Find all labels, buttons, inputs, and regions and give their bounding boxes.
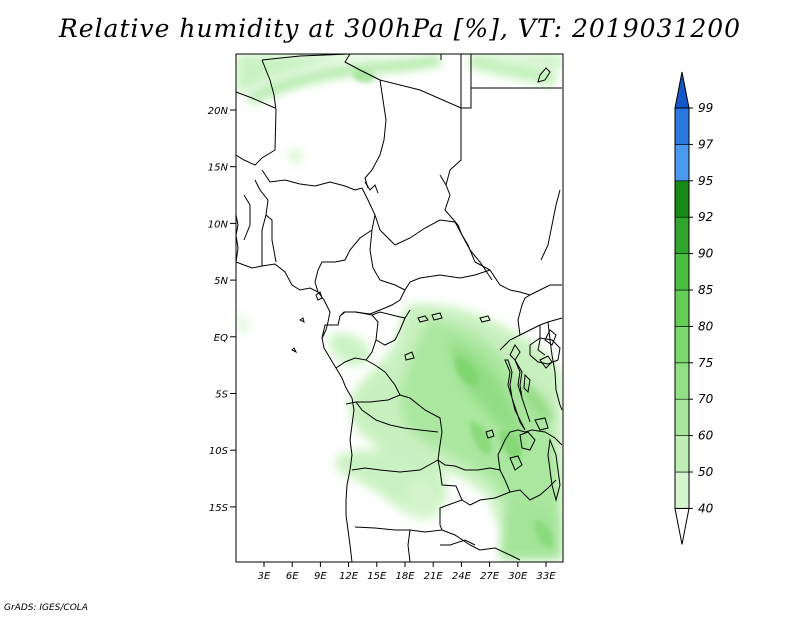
- lat-tick-label: 20N: [208, 106, 229, 117]
- colorbar-label: 92: [698, 210, 713, 224]
- lat-tick-label: 5S: [215, 390, 228, 401]
- lon-tick-label: 24E: [452, 571, 472, 582]
- colorbar-over-arrow: [674, 71, 690, 109]
- colorbar: 40 50 60 70 75 80 85 90 92 95 97 99: [674, 71, 714, 545]
- colorbar-swatch: [674, 471, 690, 509]
- humidity-shading: [236, 54, 562, 560]
- lon-tick-label: 18E: [395, 571, 415, 582]
- longitude-axis: 3E 6E 9E 12E 15E 18E 21E 24E 27E 30E 33E: [258, 562, 556, 582]
- lon-tick-label: 15E: [367, 571, 387, 582]
- country-borders: [236, 54, 563, 562]
- chart-title: Relative humidity at 300hPa [%], VT: 201…: [58, 14, 742, 43]
- lake-victoria: [529, 337, 561, 365]
- lon-tick-label: 12E: [339, 571, 359, 582]
- colorbar-label: 97: [698, 137, 714, 151]
- colorbar-swatch: [674, 398, 690, 436]
- map-frame: [235, 53, 564, 563]
- colorbar-outline: [674, 107, 690, 509]
- colorbar-swatch: [674, 144, 690, 182]
- colorbar-label: 80: [698, 319, 714, 333]
- colorbar-label: 95: [698, 174, 713, 188]
- colorbar-swatch: [674, 326, 690, 364]
- lon-tick-label: 3E: [258, 571, 271, 582]
- lon-tick-label: 27E: [480, 571, 500, 582]
- humidity-area-north-inner: [247, 55, 441, 105]
- colorbar-label: 70: [698, 392, 714, 406]
- lake-tanganyika: [504, 359, 526, 431]
- lake-malawi: [547, 438, 561, 502]
- lat-tick-label: 5N: [214, 276, 228, 287]
- colorbar-under-arrow: [674, 507, 690, 545]
- colorbar-label: 85: [698, 283, 713, 297]
- colorbar-swatch: [674, 362, 690, 400]
- colorbar-swatch: [674, 180, 690, 218]
- lon-tick-label: 21E: [424, 571, 444, 582]
- latitude-axis: 20N 15N 10N 5N EQ 5S 10S 15S: [208, 106, 236, 514]
- colorbar-swatch: [674, 253, 690, 291]
- lat-tick-label: 15S: [209, 503, 229, 514]
- colorbar-label: 60: [698, 429, 714, 443]
- lat-tick-label: 10S: [209, 446, 229, 457]
- colorbar-swatch: [674, 107, 690, 145]
- lon-tick-label: 33E: [536, 571, 556, 582]
- humidity-area-north: [236, 54, 562, 96]
- colorbar-swatch: [674, 435, 690, 473]
- colorbar-label: 99: [698, 101, 713, 115]
- colorbar-swatch: [674, 289, 690, 327]
- lat-tick-label: 15N: [208, 163, 229, 174]
- coastline: [236, 261, 355, 562]
- lat-tick-label: 10N: [208, 219, 229, 230]
- colorbar-label: 40: [698, 501, 714, 515]
- grads-credit: GrADS: IGES/COLA: [4, 603, 88, 613]
- colorbar-label: 90: [698, 247, 714, 261]
- colorbar-swatch: [674, 216, 690, 254]
- colorbar-label: 75: [698, 356, 713, 370]
- lon-tick-label: 6E: [286, 571, 299, 582]
- lat-tick-label: EQ: [214, 333, 228, 344]
- colorbar-label: 50: [698, 465, 714, 479]
- lon-tick-label: 9E: [314, 571, 327, 582]
- lon-tick-label: 30E: [508, 571, 528, 582]
